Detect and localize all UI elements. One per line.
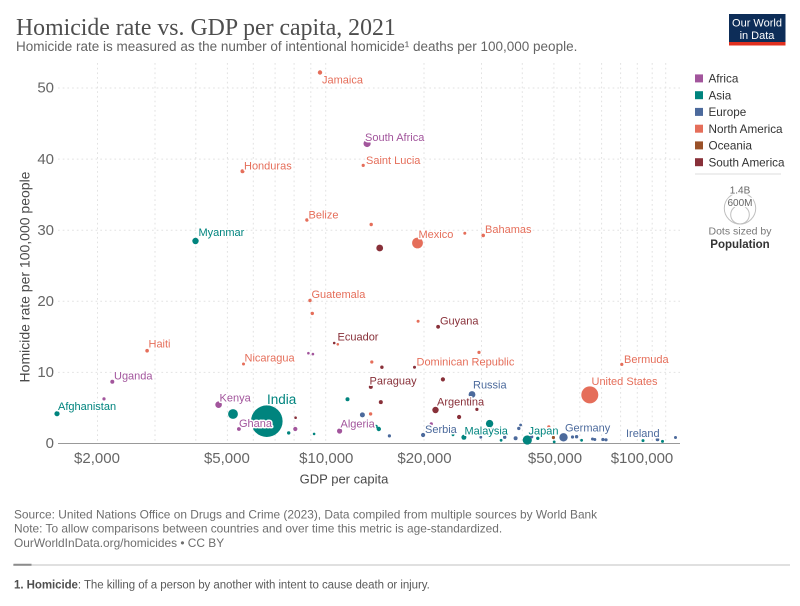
svg-text:Ghana: Ghana [239,418,273,430]
svg-text:1. Homicide: The killing of a: 1. Homicide: The killing of a person by … [14,580,430,592]
svg-text:1.4B: 1.4B [730,186,751,197]
svg-text:Myanmar: Myanmar [199,227,245,239]
svg-text:Europe: Europe [709,106,747,119]
svg-text:600M: 600M [727,198,752,209]
svg-text:Paraguay: Paraguay [370,376,418,388]
svg-text:in Data: in Data [740,30,776,42]
svg-text:Homicide rate is measured as t: Homicide rate is measured as the number … [16,39,577,54]
svg-text:50: 50 [37,80,54,97]
svg-text:South Africa: South Africa [365,132,425,144]
svg-text:10: 10 [37,364,54,381]
svg-text:$2,000: $2,000 [74,450,120,467]
svg-text:Germany: Germany [565,422,611,434]
svg-text:Kenya: Kenya [220,392,252,404]
svg-text:Belize: Belize [309,210,339,222]
svg-text:North America: North America [709,123,784,136]
svg-text:India: India [267,392,297,407]
svg-text:40: 40 [37,151,54,168]
svg-text:Africa: Africa [709,73,739,86]
svg-text:Nicaragua: Nicaragua [245,353,296,365]
svg-text:Algeria: Algeria [341,419,376,431]
svg-text:Japan: Japan [529,426,559,438]
svg-text:Guyana: Guyana [440,316,479,328]
svg-text:Homicide rate vs. GDP per capi: Homicide rate vs. GDP per capita, 2021 [16,15,396,41]
svg-text:Note: To allow comparisons bet: Note: To allow comparisons between count… [14,522,502,536]
svg-text:OurWorldInData.org/homicides •: OurWorldInData.org/homicides • CC BY [14,536,224,550]
svg-text:20: 20 [37,293,54,310]
svg-text:Population: Population [710,239,769,251]
svg-text:South America: South America [709,156,786,169]
svg-text:Jamaica: Jamaica [322,75,364,87]
svg-text:Guatemala: Guatemala [312,289,367,301]
svg-text:$10,000: $10,000 [299,450,353,467]
svg-text:GDP per capita: GDP per capita [300,472,389,487]
svg-text:Asia: Asia [709,89,732,102]
svg-text:Ecuador: Ecuador [338,332,379,344]
svg-text:Uganda: Uganda [114,371,153,383]
svg-text:Bahamas: Bahamas [485,224,532,236]
svg-text:$5,000: $5,000 [204,450,250,467]
svg-text:Argentina: Argentina [437,396,485,408]
svg-text:$100,000: $100,000 [611,450,674,467]
svg-text:Bermuda: Bermuda [624,354,670,366]
svg-text:Oceania: Oceania [709,140,753,153]
svg-text:Homicide rate per 100,000 peop: Homicide rate per 100,000 people [17,171,33,382]
svg-text:Ireland: Ireland [626,428,660,440]
svg-text:Malaysia: Malaysia [465,426,509,438]
svg-text:Serbia: Serbia [425,424,458,436]
svg-text:Honduras: Honduras [244,161,292,173]
svg-text:Russia: Russia [473,379,508,391]
svg-text:30: 30 [37,222,54,239]
svg-text:Haiti: Haiti [149,339,171,351]
svg-text:United States: United States [592,376,659,388]
svg-text:Afghanistan: Afghanistan [58,401,116,413]
svg-text:Saint Lucia: Saint Lucia [366,155,421,167]
svg-text:Our World: Our World [732,18,782,30]
svg-text:Dominican Republic: Dominican Republic [417,356,515,368]
svg-text:0: 0 [46,435,54,452]
svg-text:$20,000: $20,000 [397,450,451,467]
svg-text:Mexico: Mexico [419,229,454,241]
svg-text:$50,000: $50,000 [528,450,582,467]
svg-text:Dots sized by: Dots sized by [708,226,772,238]
svg-text:Source: United Nations Office: Source: United Nations Office on Drugs a… [14,507,597,521]
